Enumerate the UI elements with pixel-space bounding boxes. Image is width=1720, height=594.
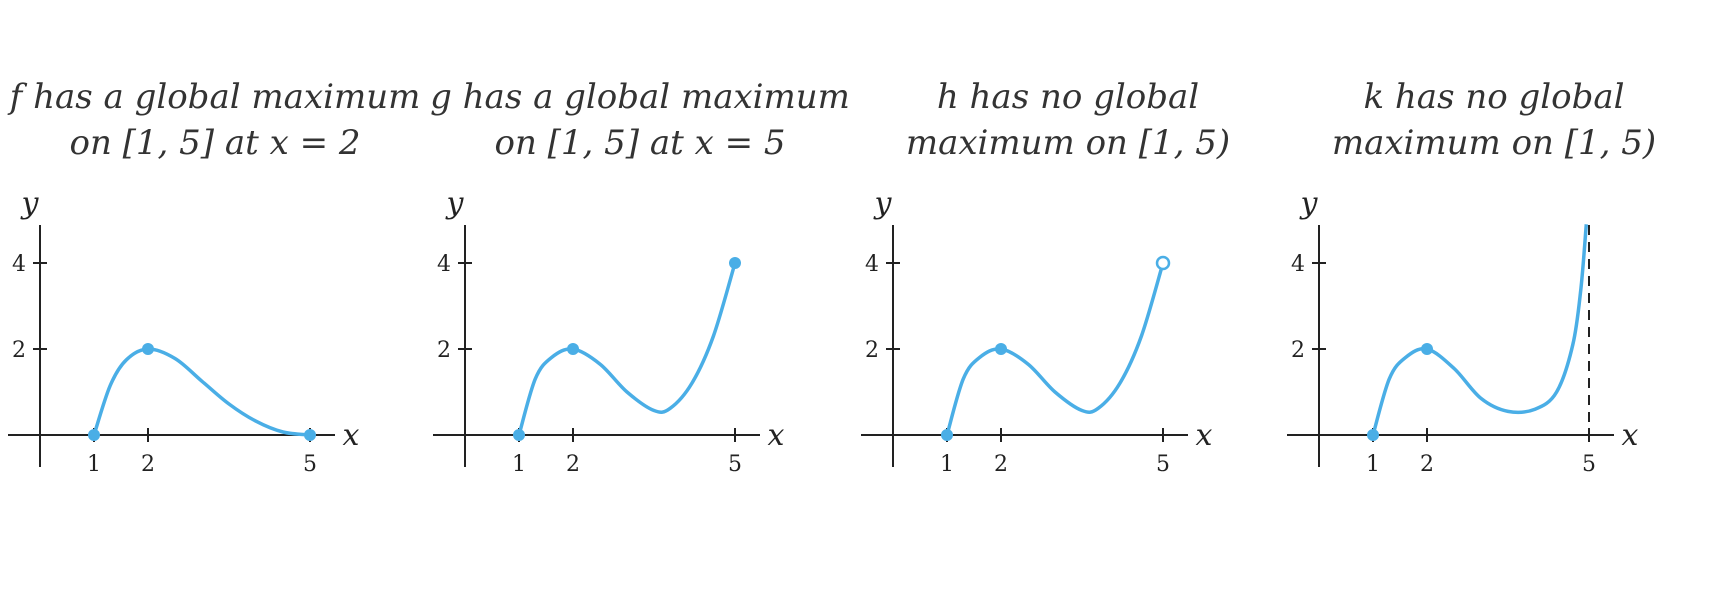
closed-point [1367,429,1379,441]
chart-plot-h: y x 1 2 5 2 4 [861,186,1213,477]
closed-point [88,429,100,441]
chart-title-line-2: maximum on [1, 5) [1331,123,1657,163]
closed-point [513,429,525,441]
chart-title-line-1: f has a global maximum [9,77,421,117]
x-tick-label: 2 [141,452,155,477]
open-point [1155,255,1171,271]
chart-plot-k: y x 1 2 5 2 4 [1287,186,1639,477]
x-tick-label: 2 [1420,452,1434,477]
y-axis-label: y [1299,186,1319,221]
x-axis-label: x [343,418,360,453]
chart-title: h has no global maximum on [1, 5) [853,74,1283,166]
y-tick-label: 2 [437,338,451,363]
chart-title-line-2: on [1, 5] at x = 2 [69,123,361,163]
y-tick-label: 4 [437,252,451,277]
x-tick-label: 1 [512,452,526,477]
closed-point [567,343,579,355]
y-axis-label: y [873,186,893,221]
function-curve [92,347,311,437]
x-tick-label: 5 [1582,452,1596,477]
x-tick-label: 5 [1156,452,1170,477]
y-tick-label: 2 [12,338,26,363]
y-axis-label: y [20,186,40,221]
chart-title-line-1: g has a global maximum [430,77,850,117]
x-axis-label: x [1622,418,1639,453]
x-tick-label: 5 [728,452,742,477]
y-axis-label: y [445,186,465,221]
chart-plot-f: y x 1 2 5 2 4 [8,186,360,477]
closed-point [729,257,741,269]
closed-point [304,429,316,441]
chart-panel-h: h has no global maximum on [1, 5) y x 1 2 5 2… [853,0,1283,594]
x-tick-label: 5 [303,452,317,477]
y-tick-label: 4 [12,252,26,277]
y-tick-label: 2 [865,338,879,363]
closed-point [142,343,154,355]
chart-panel-k: k has no global maximum on [1, 5) y x 1 2 5 2… [1279,0,1709,594]
closed-point [941,429,953,441]
chart-title: f has a global maximum on [1, 5] at x = … [0,74,430,166]
function-curve [1371,224,1589,436]
x-tick-label: 1 [940,452,954,477]
chart-panel-g: g has a global maximum on [1, 5] at x = … [425,0,855,594]
y-tick-label: 2 [1291,338,1305,363]
chart-title-line-2: maximum on [1, 5) [905,123,1231,163]
chart-title-line-1: h has no global [936,77,1200,117]
chart-title-line-1: k has no global [1363,77,1625,117]
x-tick-label: 1 [87,452,101,477]
x-axis-label: x [1196,418,1213,453]
x-tick-label: 2 [994,452,1008,477]
y-tick-label: 4 [865,252,879,277]
x-axis-label: x [768,418,785,453]
chart-title: g has a global maximum on [1, 5] at x = … [425,74,855,166]
chart-title-line-2: on [1, 5] at x = 5 [494,123,786,163]
closed-point [1421,343,1433,355]
x-tick-label: 1 [1366,452,1380,477]
function-curve [517,262,737,436]
x-tick-label: 2 [566,452,580,477]
function-curve [945,262,1165,436]
y-tick-label: 4 [1291,252,1305,277]
chart-title: k has no global maximum on [1, 5) [1279,74,1709,166]
closed-point [995,343,1007,355]
chart-panel-f: f has a global maximum on [1, 5] at x = … [0,0,430,594]
chart-plot-g: y x 1 2 5 2 4 [433,186,785,477]
